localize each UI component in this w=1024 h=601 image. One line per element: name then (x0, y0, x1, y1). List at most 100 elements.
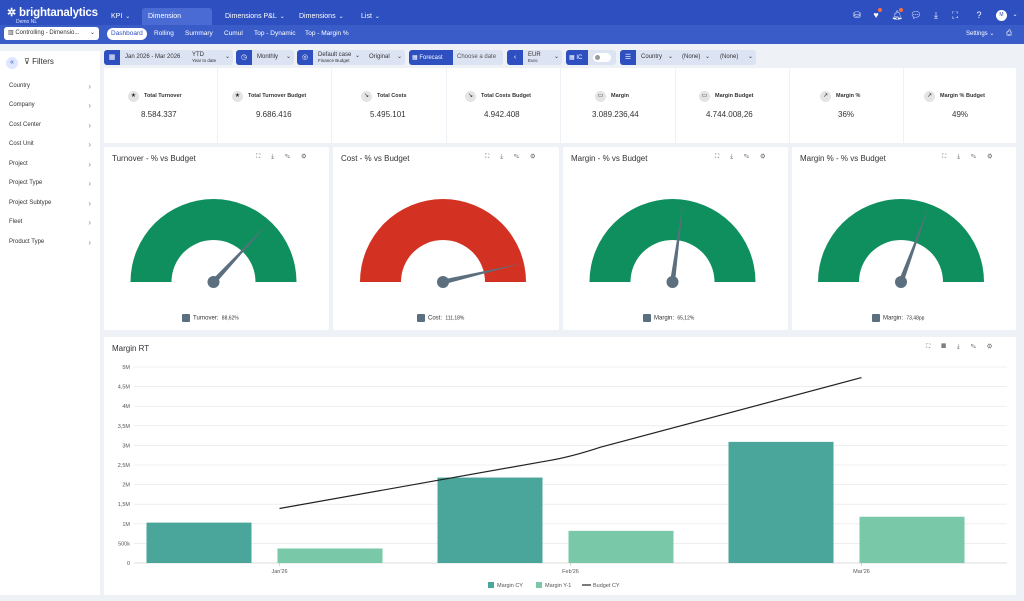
kpi-card (332, 68, 446, 143)
calendar-icon: ▦ (104, 50, 120, 65)
forecast-text: Forecast (419, 55, 443, 61)
gauge-card-margin-pct: Margin % - % vs Budget ⛶⤓✎⚙ Margin: 73,4… (792, 147, 1016, 330)
settings-icon[interactable]: ⚙ (987, 154, 1004, 160)
card-toolbar: ⛶⤓✎⚙ (485, 154, 546, 161)
nav-tab-dimension-analysis[interactable]: Dimension Analysis (142, 8, 212, 37)
download-icon[interactable]: ⤓ (957, 154, 971, 160)
currency-selector[interactable]: ‹ EUR Euro ⌄ (507, 50, 562, 65)
print-icon[interactable]: ⎙ (1006, 30, 1012, 37)
download-icon[interactable]: ⤓ (730, 154, 744, 160)
ic-toggle[interactable] (593, 53, 611, 62)
filter-item-label: Cost Center (9, 122, 42, 128)
chevron-right-icon: › (88, 160, 91, 169)
forecast-selector[interactable]: ▦ Forecast Choose a date (409, 50, 503, 65)
subtab-summary[interactable]: Summary (185, 30, 213, 37)
gauge-chart (589, 199, 756, 288)
legend-label: Margin: (654, 315, 675, 322)
settings-button[interactable]: Settings ⌄ (966, 30, 994, 37)
chevron-down-icon: ⌄ (374, 14, 380, 20)
download-icon[interactable]: ⤓ (271, 154, 285, 160)
kpi-value: 5.495.101 (370, 110, 406, 119)
filter-item[interactable]: Fleet › (9, 218, 91, 227)
edit-icon[interactable]: ✎ (513, 154, 531, 160)
health-icon[interactable]: ♥ (873, 10, 879, 20)
table-icon[interactable]: ▦ (941, 344, 958, 350)
dimension-selector[interactable]: ☰ Country ⌄ (None) ⌄ (None) ⌄ (620, 50, 756, 65)
expand-icon[interactable]: ⛶ (926, 344, 942, 350)
scenario-selector[interactable]: ◎ Default case Finance Budget ⌄ Original ⌄ (297, 50, 405, 65)
clock-icon: ◷ (236, 50, 252, 65)
subtab-top-margin[interactable]: Top - Margin % (305, 30, 349, 37)
margin-rt-card: Margin RT ⛶▦⤓✎⚙ 0 500k 1M 1,5M 2M 2,5M 3M 3,5M 4… (104, 337, 1016, 595)
filter-item[interactable]: Country › (9, 82, 91, 91)
collapse-filters-button[interactable]: « (6, 57, 18, 69)
help-icon[interactable]: ? (976, 10, 982, 20)
download-icon[interactable]: ⤓ (500, 154, 514, 160)
forecast-date-input[interactable]: Choose a date (457, 54, 497, 60)
filter-item[interactable]: Project Type › (9, 179, 91, 188)
download-icon[interactable]: ⤓ (957, 344, 971, 350)
settings-icon[interactable]: ⚙ (530, 154, 547, 160)
subtab-dashboard[interactable]: Dashboard (107, 28, 147, 40)
nav-tab-kpi[interactable]: KPI ⌄ (105, 8, 136, 25)
subtab-rolling[interactable]: Rolling (154, 30, 174, 37)
nav-tab-list[interactable]: List ⌄ (355, 8, 386, 25)
filter-item[interactable]: Cost Center › (9, 121, 91, 130)
scenario-value: Default case (318, 52, 352, 58)
report-select[interactable]: ▥ Controlling - Dimensio... ⌄ (4, 27, 99, 40)
chat-icon[interactable]: 💬︎ (910, 10, 922, 20)
download-icon[interactable]: ⤓ (934, 10, 938, 20)
expand-icon[interactable]: ⛶ (942, 154, 958, 160)
dimension-3-value[interactable]: (None) (720, 54, 739, 60)
kpi-card (447, 68, 560, 143)
subtab-top-dynamic[interactable]: Top - Dynamic (254, 30, 296, 37)
bell-icon[interactable]: 🔔︎ (891, 10, 903, 20)
settings-icon[interactable]: ⚙ (301, 154, 318, 160)
kpi-card (676, 68, 789, 143)
app-logo[interactable]: ✲ brightanalytics (7, 6, 98, 19)
chevron-right-icon: › (88, 238, 91, 247)
kpi-label: Margin % (836, 93, 861, 99)
filter-item[interactable]: Project Subtype › (9, 199, 91, 208)
y-tick-label: 2M (122, 483, 130, 489)
filter-item[interactable]: Project › (9, 160, 91, 169)
chevron-right-icon: › (88, 121, 91, 130)
edit-icon[interactable]: ✎ (743, 154, 761, 160)
edit-icon[interactable]: ✎ (970, 344, 988, 350)
gauge-arc (589, 199, 756, 282)
edit-icon[interactable]: ✎ (970, 154, 988, 160)
chevron-down-icon[interactable]: ⌄ (1012, 12, 1018, 18)
filter-panel (0, 51, 100, 595)
bar-margin-y-1 (568, 530, 674, 563)
kpi-card (104, 68, 217, 143)
forecast-label: ▦ Forecast (409, 50, 453, 65)
period-selector[interactable]: ▦ Jan 2026 - Mar 2026 YTD Year to date ⌄ (104, 50, 233, 65)
expand-icon[interactable]: ⛶ (485, 154, 501, 160)
expand-icon[interactable]: ⛶ (256, 154, 272, 160)
settings-icon[interactable]: ⚙ (987, 344, 1003, 350)
frequency-selector[interactable]: ◷ Monthly ⌄ (236, 50, 294, 65)
avatar[interactable]: M (996, 10, 1007, 21)
settings-icon[interactable]: ⚙ (760, 154, 777, 160)
subtab-cumul[interactable]: Cumul (224, 30, 243, 37)
nav-tab-dimensions[interactable]: Dimensions ⌄ (293, 8, 350, 25)
filter-item[interactable]: Cost Unit › (9, 140, 91, 149)
gauge-arc (360, 199, 526, 282)
legend-label: Cost: (428, 315, 443, 322)
legend-label: Budget CY (593, 583, 620, 589)
gauge-needle-hub (437, 276, 449, 288)
legend-label: Turnover: (193, 315, 219, 322)
edit-icon[interactable]: ✎ (284, 154, 302, 160)
expand-icon[interactable]: ⛶ (715, 154, 731, 160)
gauge-card-margin: Margin - % vs Budget ⛶⤓✎⚙ Margin: 65,12% (563, 147, 788, 330)
target-icon: ◎ (297, 50, 313, 65)
filter-item[interactable]: Product Type › (9, 238, 91, 247)
dimension-2-value[interactable]: (None) (682, 54, 701, 60)
chevron-down-icon: ⌄ (705, 54, 711, 60)
database-icon[interactable]: ⛁ (853, 10, 861, 20)
filter-item[interactable]: Company › (9, 101, 91, 110)
nav-tab-dimensions-pl[interactable]: Dimensions P&L ⌄ (219, 8, 291, 25)
gauge-needle-hub (666, 276, 679, 288)
gauge-card-turnover: Turnover - % vs Budget ⛶⤓✎⚙ Turnover: 88… (104, 147, 329, 330)
fullscreen-icon[interactable]: ⛶ (951, 10, 959, 20)
